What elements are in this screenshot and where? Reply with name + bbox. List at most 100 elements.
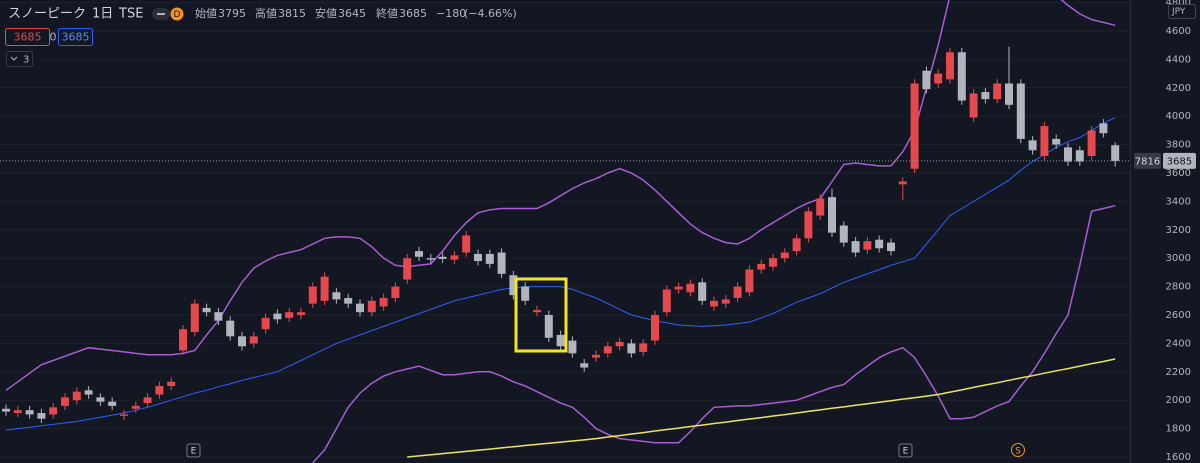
candle-body — [37, 413, 46, 419]
candle-body — [792, 238, 801, 252]
candle-body — [946, 52, 954, 80]
candle-body — [462, 235, 471, 253]
y-tick-label: 2600 — [1166, 310, 1191, 321]
event-marker[interactable] — [186, 443, 201, 458]
candle-body — [308, 286, 317, 304]
candle-body — [698, 282, 707, 301]
candle-body — [875, 239, 884, 249]
candle-body — [1087, 130, 1096, 156]
candle-body — [426, 258, 435, 260]
interval: 1日 — [92, 7, 113, 22]
candle-body — [202, 307, 211, 313]
candle-body — [898, 181, 907, 185]
sell-button[interactable] — [5, 28, 50, 46]
indicator-line — [5, 117, 1116, 431]
candle-body — [273, 313, 282, 320]
candle-body — [769, 258, 777, 267]
ohlc-value: 3815 — [278, 7, 306, 20]
event-label: E — [191, 447, 197, 457]
candle-body — [615, 341, 624, 347]
badge-label: D — [174, 10, 181, 20]
candle-body — [804, 211, 813, 239]
candle-body — [13, 410, 22, 414]
candle-body — [344, 297, 353, 304]
ohlc-value: 3685 — [399, 7, 427, 20]
indicators-toggle[interactable] — [6, 51, 33, 67]
candle-body — [509, 275, 518, 296]
candle-body — [108, 401, 117, 406]
indicators-count: 3 — [23, 55, 29, 66]
candle-body — [887, 242, 895, 252]
change: −180 — [436, 7, 466, 20]
y-tick-label: 1800 — [1166, 424, 1191, 435]
currency: JPY — [1171, 7, 1186, 17]
buy-button[interactable] — [58, 28, 93, 46]
candle-body — [1064, 147, 1072, 162]
candle-body — [592, 354, 600, 358]
candle-body — [120, 414, 128, 416]
y-tick-label: 2200 — [1166, 367, 1191, 378]
candle-body — [1052, 138, 1061, 145]
last-price-box — [1163, 152, 1196, 169]
buy-price: 3685 — [62, 31, 90, 44]
candle-body — [474, 253, 482, 262]
y-tick-label: 2800 — [1166, 282, 1191, 293]
candle-body — [957, 52, 966, 101]
candle-body — [285, 312, 294, 318]
candle-body — [367, 300, 376, 313]
candle-body — [297, 312, 305, 316]
candle-body — [816, 198, 825, 216]
candle-body — [1016, 83, 1025, 139]
currency-selector[interactable] — [1168, 4, 1196, 19]
last-price-label: 3685 — [1167, 156, 1192, 167]
candle-body — [674, 286, 683, 290]
event-marker[interactable] — [1011, 443, 1025, 457]
candle-body — [261, 317, 270, 330]
y-tick-label: 4200 — [1166, 83, 1191, 94]
candle-body — [356, 303, 364, 313]
candle-body — [993, 83, 1002, 100]
candle-body — [757, 263, 766, 270]
candle-body — [662, 289, 671, 313]
candle-body — [226, 320, 235, 337]
candle-body — [863, 241, 872, 250]
candle-body — [2, 408, 10, 412]
candle-body — [214, 312, 223, 321]
candle-body — [320, 276, 329, 301]
y-tick-label: 1600 — [1166, 452, 1191, 463]
event-marker[interactable] — [898, 443, 913, 458]
candle-body — [72, 391, 81, 401]
y-tick-label: 3600 — [1166, 168, 1191, 179]
y-tick-label: 4400 — [1166, 54, 1191, 65]
candle-body — [603, 346, 612, 354]
y-tick-label: 3800 — [1166, 140, 1191, 151]
candle-body — [1040, 126, 1049, 156]
candle-body — [839, 225, 848, 243]
event-label: E — [903, 447, 909, 457]
candle-body — [651, 315, 659, 341]
candle-body — [828, 197, 836, 233]
y-tick-label: 4000 — [1166, 111, 1191, 122]
candle-body — [190, 303, 199, 333]
indicator-line — [312, 204, 1116, 463]
candle-body — [745, 269, 754, 293]
candle-body — [556, 334, 565, 347]
candle-body — [969, 93, 978, 118]
candle-body — [497, 252, 506, 274]
candle-body — [450, 255, 459, 260]
ohlc-label: 始値 — [195, 6, 217, 20]
badge — [170, 7, 184, 21]
change-pct: (−4.66%) — [464, 7, 517, 20]
candle-body — [721, 299, 730, 304]
ohlc-label: 高値 — [255, 6, 277, 20]
y-tick-label: 2400 — [1166, 338, 1191, 349]
price-tag: 7816 — [1135, 156, 1160, 167]
candle-body — [686, 283, 695, 293]
candle-body — [580, 363, 589, 368]
candle-body — [639, 343, 648, 352]
y-tick-label: 3200 — [1166, 225, 1191, 236]
